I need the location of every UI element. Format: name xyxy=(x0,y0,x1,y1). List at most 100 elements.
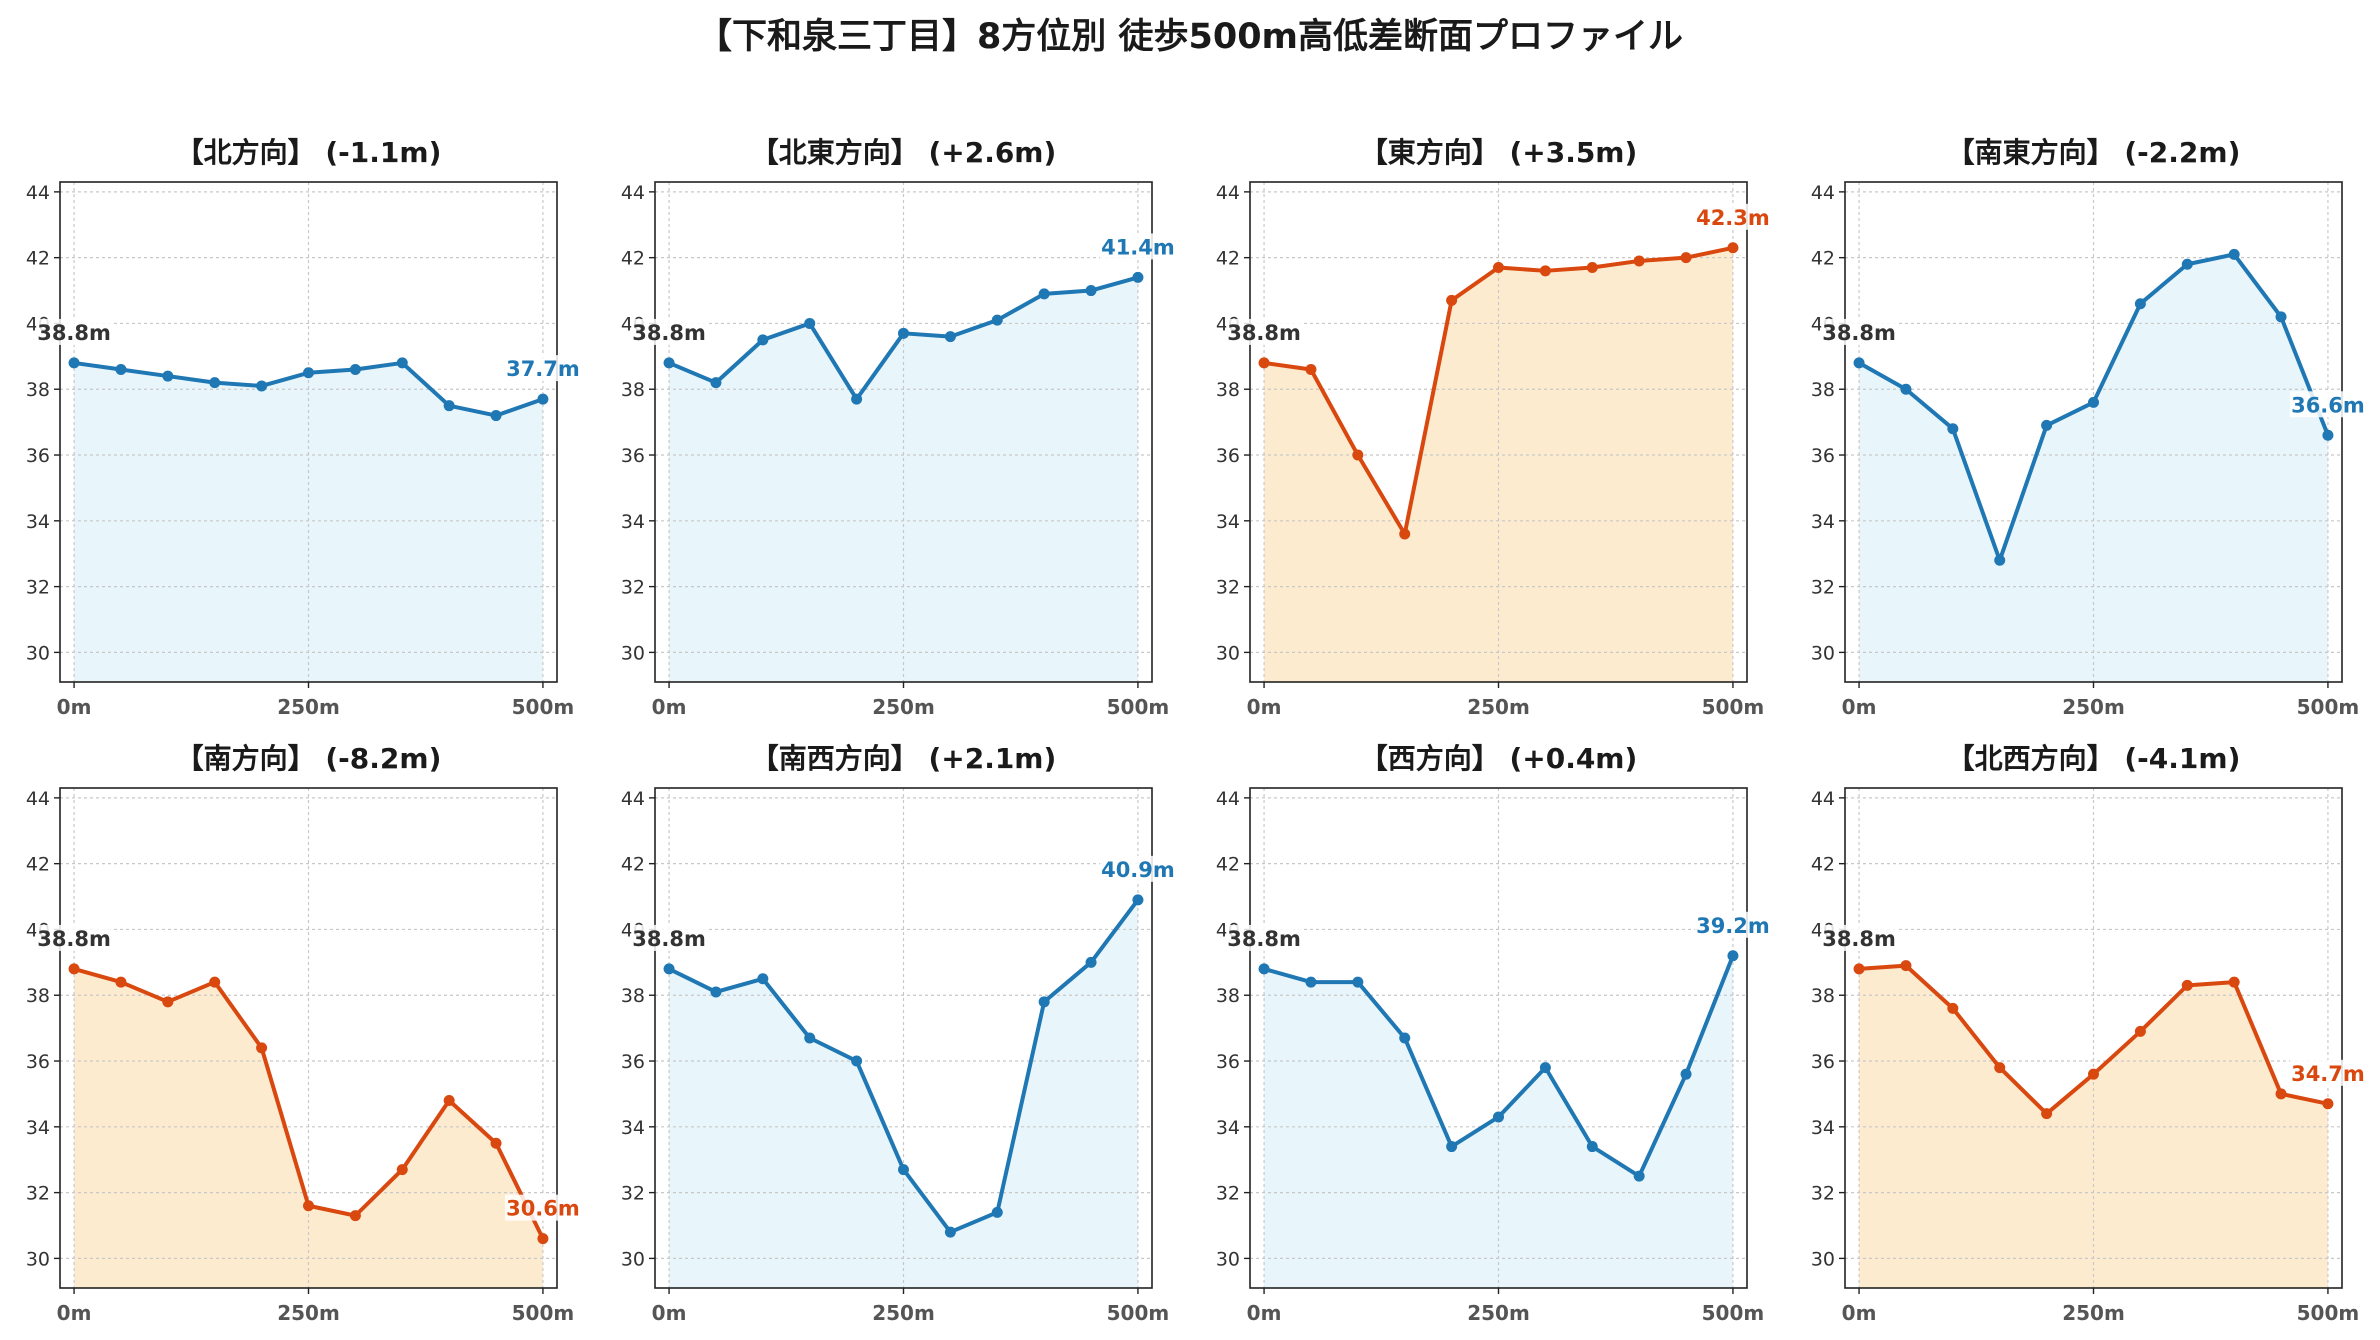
y-tick-label: 38 xyxy=(621,379,645,401)
data-point xyxy=(2322,429,2334,441)
start-value-label: 38.8m xyxy=(632,321,706,345)
panel-title: 【東方向】 (+3.5m) xyxy=(1360,136,1638,169)
y-tick-label: 44 xyxy=(26,788,50,810)
data-point xyxy=(1994,1062,2006,1074)
y-tick-label: 32 xyxy=(621,577,645,599)
page-title: 【下和泉三丁目】8方位別 徒歩500m高低差断面プロファイル xyxy=(696,17,1684,57)
data-point xyxy=(115,364,127,375)
data-point xyxy=(1853,963,1865,975)
start-label-bg xyxy=(631,924,708,951)
data-point xyxy=(1539,1062,1551,1074)
data-point xyxy=(1038,996,1050,1008)
data-point xyxy=(1399,1032,1411,1044)
data-point xyxy=(1539,265,1551,277)
data-point xyxy=(1900,383,1912,395)
data-point xyxy=(209,976,221,988)
data-point xyxy=(490,410,502,422)
data-point xyxy=(162,996,174,1008)
data-point xyxy=(349,364,361,375)
panel-title: 【南方向】 (-8.2m) xyxy=(176,742,442,775)
data-point xyxy=(115,976,127,988)
y-tick-label: 32 xyxy=(1811,1183,1835,1205)
data-point xyxy=(1305,364,1317,375)
x-tick-label: 0m xyxy=(1842,695,1877,719)
y-tick-label: 42 xyxy=(621,854,645,876)
chart-panel-3: 30323436384042440m250m500m【東方向】 (+3.5m)3… xyxy=(1216,136,1771,719)
end-value-label: 34.7m xyxy=(2291,1062,2365,1086)
y-tick-label: 38 xyxy=(1216,379,1240,401)
data-point xyxy=(851,393,863,405)
start-label-bg xyxy=(1226,318,1303,345)
data-point xyxy=(2134,1025,2146,1037)
end-label-bg xyxy=(2289,391,2366,418)
y-tick-label: 44 xyxy=(1216,788,1240,810)
data-point xyxy=(349,1210,361,1222)
data-point xyxy=(2181,258,2193,270)
data-point xyxy=(804,317,816,329)
data-point xyxy=(898,327,909,339)
data-point xyxy=(663,963,675,975)
data-point xyxy=(2041,419,2053,431)
start-value-label: 38.8m xyxy=(37,927,111,951)
x-tick-label: 0m xyxy=(1842,1301,1877,1325)
y-tick-label: 38 xyxy=(1811,379,1835,401)
chart-panel-2: 30323436384042440m250m500m【北東方向】 (+2.6m)… xyxy=(621,136,1176,719)
data-point xyxy=(710,377,722,389)
data-point xyxy=(2088,396,2099,408)
y-tick-label: 38 xyxy=(26,379,50,401)
end-label-bg xyxy=(504,355,581,382)
y-tick-label: 38 xyxy=(621,985,645,1007)
data-point xyxy=(1727,950,1739,962)
data-point xyxy=(2322,1098,2334,1110)
data-point xyxy=(2275,1088,2287,1100)
start-value-label: 38.8m xyxy=(1227,927,1301,951)
x-tick-label: 0m xyxy=(652,1301,687,1325)
data-point xyxy=(256,1042,268,1054)
data-point xyxy=(1680,252,1692,264)
panel-title: 【北東方向】 (+2.6m) xyxy=(751,136,1057,169)
start-value-label: 38.8m xyxy=(1227,321,1301,345)
x-tick-label: 250m xyxy=(277,695,340,719)
data-point xyxy=(944,331,956,343)
y-tick-label: 42 xyxy=(1811,248,1835,270)
panel-title: 【北西方向】 (-4.1m) xyxy=(1947,742,2241,775)
y-tick-label: 32 xyxy=(1811,577,1835,599)
end-value-label: 37.7m xyxy=(506,357,580,381)
x-tick-label: 500m xyxy=(512,1301,575,1325)
data-point xyxy=(2088,1068,2099,1080)
data-point xyxy=(490,1137,502,1149)
y-tick-label: 32 xyxy=(26,577,50,599)
data-point xyxy=(303,367,314,379)
x-tick-label: 500m xyxy=(2297,695,2360,719)
data-point xyxy=(1085,956,1097,968)
data-point xyxy=(757,973,769,985)
y-tick-label: 34 xyxy=(1811,1117,1835,1139)
y-tick-label: 44 xyxy=(1811,788,1835,810)
data-point xyxy=(1947,1002,1959,1014)
x-tick-label: 250m xyxy=(277,1301,340,1325)
start-label-bg xyxy=(1226,924,1303,951)
y-tick-label: 42 xyxy=(26,248,50,270)
start-label-bg xyxy=(36,924,113,951)
data-point xyxy=(537,393,549,405)
y-tick-label: 42 xyxy=(621,248,645,270)
data-point xyxy=(1352,449,1364,461)
y-tick-label: 44 xyxy=(621,182,645,204)
y-tick-label: 30 xyxy=(26,1248,50,1270)
start-label-bg xyxy=(1821,924,1898,951)
end-label-bg xyxy=(1694,203,1771,230)
y-tick-label: 44 xyxy=(26,182,50,204)
chart-panel-4: 30323436384042440m250m500m【南東方向】 (-2.2m)… xyxy=(1811,136,2366,719)
end-label-bg xyxy=(1694,911,1771,938)
data-point xyxy=(898,1164,909,1176)
data-point xyxy=(1586,262,1598,274)
start-label-bg xyxy=(631,318,708,345)
data-point xyxy=(443,1095,455,1106)
y-tick-label: 30 xyxy=(1811,1248,1835,1270)
data-point xyxy=(303,1200,314,1212)
y-tick-label: 42 xyxy=(1216,248,1240,270)
y-tick-label: 30 xyxy=(26,642,50,664)
chart-panel-1: 30323436384042440m250m500m【北方向】 (-1.1m)3… xyxy=(26,136,581,719)
end-value-label: 42.3m xyxy=(1696,206,1770,230)
x-tick-label: 0m xyxy=(1247,695,1282,719)
